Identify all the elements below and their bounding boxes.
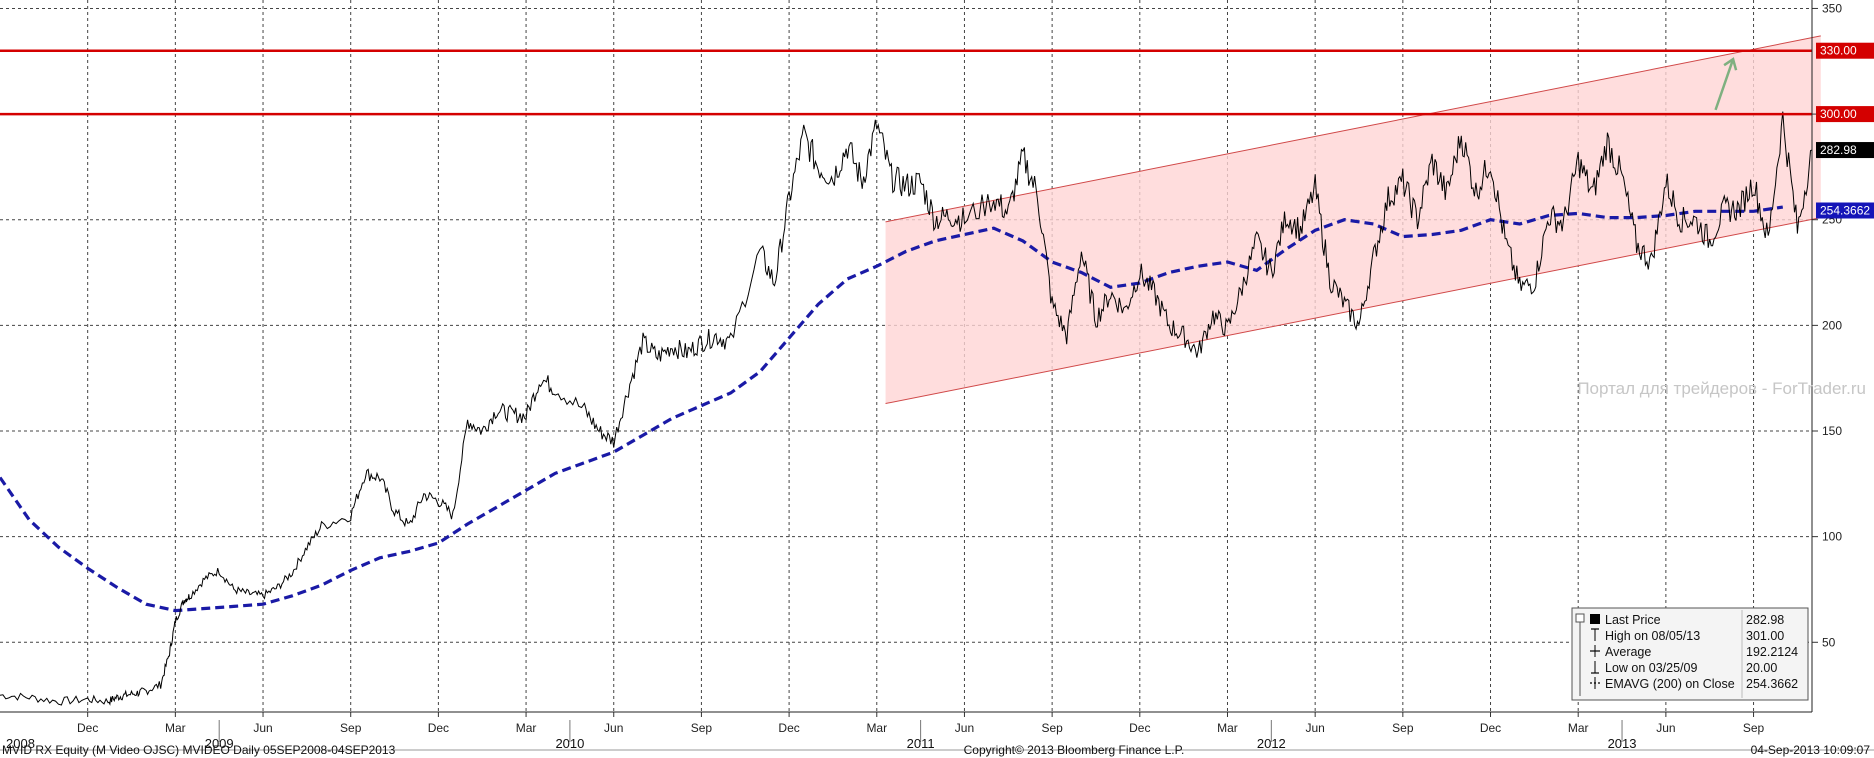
ema-tag: 254.3662	[1820, 204, 1870, 218]
xtick-label-17: Mar	[1568, 721, 1589, 735]
xtick-label-0: Dec	[77, 721, 98, 735]
price-path	[0, 111, 1813, 706]
xtick-label-15: Sep	[1392, 721, 1414, 735]
last-price-tag-bg	[1816, 142, 1874, 159]
xtick-label-3: Sep	[340, 721, 362, 735]
legend-value-3: 20.00	[1746, 661, 1777, 675]
ema-line	[0, 205, 1784, 613]
arrow-head	[1723, 57, 1738, 71]
resistance-levels	[0, 49, 1812, 116]
level-tag-1-bg	[1816, 106, 1874, 123]
ytick-label-150: 150	[1822, 424, 1842, 438]
watermark: Портал для трейдеров - ForTrader.ru	[1577, 379, 1866, 398]
year-label-2: 2010	[555, 736, 584, 751]
legend-name-3: Low on 03/25/09	[1605, 661, 1697, 675]
xtick-label-18: Jun	[1656, 721, 1675, 735]
legend-box	[1571, 607, 1809, 701]
xtick-label-9: Mar	[866, 721, 887, 735]
price-tags: 330.00 300.00 282.98 254.3662	[1816, 42, 1874, 219]
level-tag-0-bg	[1816, 42, 1874, 59]
xtick-label-6: Jun	[604, 721, 623, 735]
legend-name-4: EMAVG (200) on Close	[1605, 677, 1735, 691]
ytick-label-350: 350	[1822, 1, 1842, 15]
xtick-label-5: Mar	[516, 721, 537, 735]
copyright: Copyright© 2013 Bloomberg Finance L.P.	[964, 743, 1185, 757]
legend: Last Price 282.98 High on 08/05/13 301.00 Av…	[1571, 607, 1809, 701]
channel-upper	[885, 35, 1821, 223]
legend-value-1: 301.00	[1746, 629, 1784, 643]
legend-name-1: High on 08/05/13	[1605, 629, 1700, 643]
legend-name-0: Last Price	[1605, 613, 1661, 627]
target-arrow	[1714, 57, 1738, 111]
level-tag-0: 330.00	[1820, 44, 1857, 58]
xtick-label-10: Jun	[955, 721, 974, 735]
last-price-tag: 282.98	[1820, 143, 1857, 157]
xtick-label-14: Jun	[1305, 721, 1324, 735]
ema-path	[0, 205, 1784, 613]
year-label-1: 2009	[205, 736, 234, 751]
xtick-label-12: Dec	[1129, 721, 1150, 735]
xtick-label-19: Sep	[1743, 721, 1765, 735]
ytick-label-200: 200	[1822, 318, 1842, 332]
legend-value-0: 282.98	[1746, 613, 1784, 627]
price-line	[0, 111, 1813, 706]
ytick-label-100: 100	[1822, 530, 1842, 544]
ytick-label-50: 50	[1822, 635, 1836, 649]
ticker-caption: MVID RX Equity (M Video OJSC) MVIDEO Dai…	[2, 743, 396, 757]
legend-value-4: 254.3662	[1746, 677, 1798, 691]
xtick-label-11: Sep	[1041, 721, 1063, 735]
xtick-label-1: Mar	[165, 721, 186, 735]
xtick-label-8: Dec	[778, 721, 799, 735]
xtick-label-7: Sep	[691, 721, 713, 735]
xtick-label-4: Dec	[428, 721, 449, 735]
legend-value-2: 192.2124	[1746, 645, 1798, 659]
legend-icon-0	[1590, 614, 1600, 624]
year-label-4: 2012	[1257, 736, 1286, 751]
legend-name-2: Average	[1605, 645, 1651, 659]
timestamp: 04-Sep-2013 10:09:07	[1751, 743, 1871, 757]
year-label-5: 2013	[1608, 736, 1637, 751]
ema-tag-bg	[1816, 202, 1874, 219]
year-label-3: 2011	[907, 736, 935, 751]
arrow-shaft	[1714, 58, 1735, 111]
year-label-0: 2008	[6, 736, 35, 751]
channel-lower	[885, 217, 1821, 405]
xtick-label-13: Mar	[1217, 721, 1238, 735]
xtick-label-2: Jun	[253, 721, 272, 735]
level-tag-1: 300.00	[1820, 107, 1857, 121]
xtick-label-16: Dec	[1480, 721, 1501, 735]
legend-collapse-icon	[1575, 613, 1585, 623]
